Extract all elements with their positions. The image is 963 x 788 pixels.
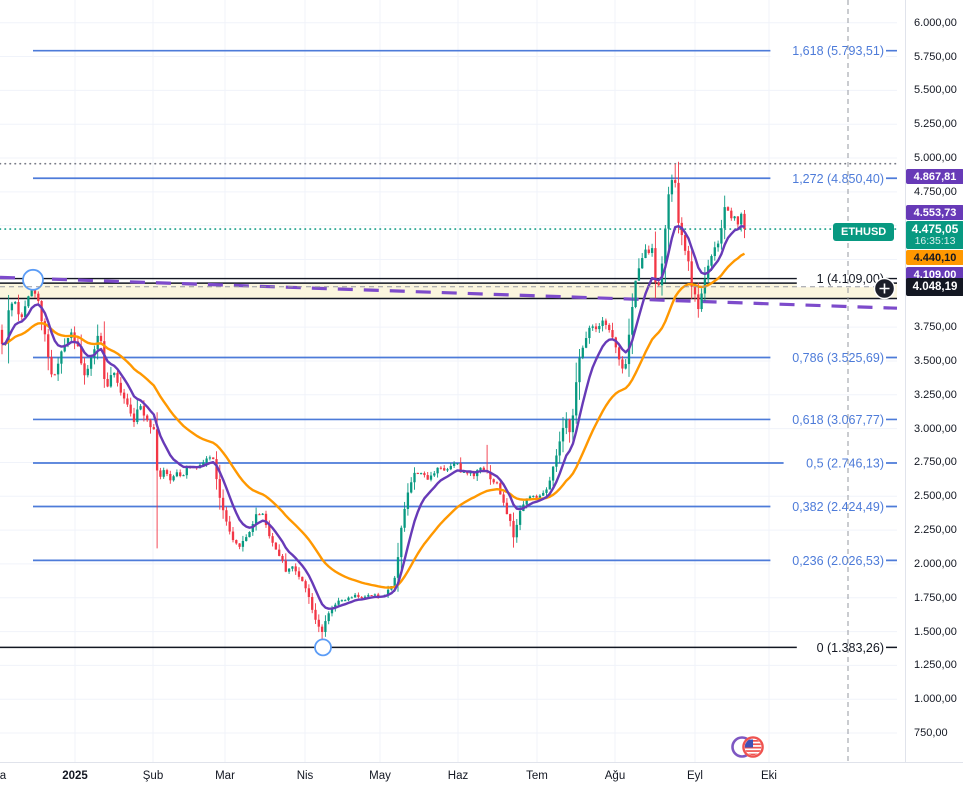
fib-label-bg: [770, 42, 886, 60]
fib-label[interactable]: 0,236 (2.026,53): [792, 554, 884, 568]
current-price: 4.475,05: [911, 222, 959, 236]
x-axis-tick: Ağu: [604, 770, 626, 782]
fib-label-bg: [796, 270, 886, 288]
x-axis-tick: Eki: [761, 770, 777, 782]
y-axis-tick: 2.500,00: [914, 490, 957, 503]
price-axis[interactable]: 750,00 1.000,00 1.250,00 1.500,00 1.750,00 2.…: [905, 0, 963, 762]
support-zone: [0, 283, 897, 299]
fib-label-bg: [770, 349, 886, 367]
fib-label[interactable]: 1,272 (4.850,40): [792, 172, 884, 186]
y-axis-tick: 5.000,00: [914, 152, 957, 165]
y-axis-tick: 3.000,00: [914, 422, 957, 435]
x-axis-tick: Haz: [447, 770, 469, 782]
fib-label-bg: [783, 454, 886, 472]
y-axis-tick: 3.750,00: [914, 321, 957, 334]
fib-label[interactable]: 0,786 (3.525,69): [792, 351, 884, 365]
axis-badge: 4.867,81: [906, 169, 963, 184]
fib-label[interactable]: 0,382 (2.424,49): [792, 500, 884, 514]
y-axis-tick: 1.750,00: [914, 591, 957, 604]
y-axis-tick: 750,00: [914, 727, 948, 740]
y-axis-tick: 5.500,00: [914, 84, 957, 97]
x-axis-tick: Mar: [215, 770, 235, 782]
ma-slow-line[interactable]: [1, 252, 746, 589]
y-axis-tick: 5.250,00: [914, 118, 957, 131]
fib-label[interactable]: 0 (1.383,26): [817, 641, 884, 655]
ma-fast-line[interactable]: [1, 224, 745, 610]
x-axis-tick: Nis: [296, 770, 314, 782]
fib-anchor-marker[interactable]: [22, 268, 44, 291]
y-axis-tick: 2.250,00: [914, 524, 957, 537]
fib-anchor-marker[interactable]: [314, 638, 332, 657]
fib-label[interactable]: 1,618 (5.793,51): [792, 44, 884, 58]
fib-label[interactable]: 0,618 (3.067,77): [792, 413, 884, 427]
y-axis-tick: 4.750,00: [914, 185, 957, 198]
candles-layer: [0, 161, 746, 648]
y-axis-tick: 3.250,00: [914, 388, 957, 401]
fib-label[interactable]: 1 (4.109,00): [817, 272, 884, 286]
us-flag-icon[interactable]: [728, 735, 768, 766]
plus-icon: [879, 283, 890, 294]
fib-label[interactable]: 0,5 (2.746,13): [806, 456, 884, 470]
add-order-button[interactable]: [873, 277, 896, 305]
fib-label-bg: [770, 169, 886, 187]
y-axis-tick: 5.750,00: [914, 50, 957, 63]
fib-label-bg: [796, 638, 886, 656]
y-axis-tick: 1.000,00: [914, 693, 957, 706]
current-time: 16:35:13: [914, 235, 956, 247]
fib-label-bg: [770, 410, 886, 428]
axis-badge: 4.553,73: [906, 205, 963, 220]
x-axis-tick: 2025: [62, 770, 88, 782]
current-price-badge: 4.475,05 16:35:13: [906, 221, 963, 249]
symbol-price-label: ETHUSD: [833, 223, 895, 241]
y-axis-tick: 3.500,00: [914, 354, 957, 367]
us-flag-glyph: [744, 739, 762, 756]
y-axis-tick: 2.750,00: [914, 456, 957, 469]
x-axis-tick: Eyl: [687, 770, 703, 782]
dashed-trendline[interactable]: [0, 275, 898, 310]
axis-badge: 4.440,10: [906, 250, 963, 265]
x-axis-tick: Tem: [526, 770, 548, 782]
crosshair-price-badge: 4.048,19: [906, 278, 963, 296]
price-chart[interactable]: 1,618 (5.793,51) 1,272 (4.850,40) 1 (4.109…: [0, 0, 905, 762]
x-axis-tick: Şub: [142, 770, 164, 782]
y-axis-tick: 1.500,00: [914, 625, 957, 638]
y-axis-tick: 1.250,00: [914, 659, 957, 672]
x-axis-tick: May: [369, 770, 391, 782]
y-axis-tick: 2.000,00: [914, 557, 957, 570]
y-axis-tick: 6.000,00: [914, 16, 957, 29]
fib-label-bg: [770, 497, 886, 515]
x-axis-tick: a: [0, 770, 7, 782]
fib-label-bg: [770, 551, 886, 569]
chart-pane[interactable]: 1,618 (5.793,51) 1,272 (4.850,40) 1 (4.109…: [0, 0, 905, 762]
